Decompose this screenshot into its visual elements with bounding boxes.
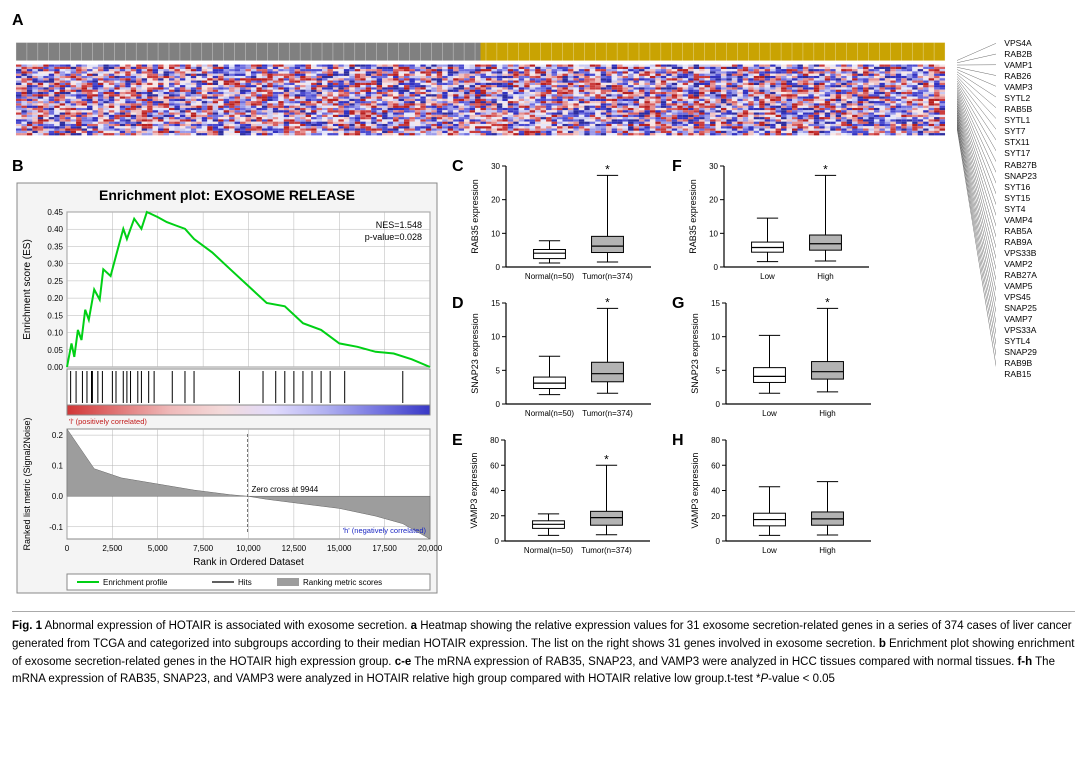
panel-f-label: F (672, 158, 682, 176)
gsea-plot: Enrichment plot: EXOSOME RELEASE0.000.05… (12, 178, 442, 598)
panel-e-label: E (452, 432, 463, 450)
gene-vamp3: VAMP3 (1004, 82, 1075, 93)
caption-b-label: b (879, 638, 886, 650)
gene-syt7: SYT7 (1004, 126, 1075, 137)
gene-sytl1: SYTL1 (1004, 115, 1075, 126)
boxplot-h: 020406080VAMP3 expressionLowHigh (686, 432, 881, 567)
gene-vps4a: VPS4A (1004, 38, 1075, 49)
figure-caption: Fig. 1 Abnormal expression of HOTAIR is … (12, 611, 1075, 689)
caption-intro: Abnormal expression of HOTAIR is associa… (42, 620, 411, 632)
gene-rab2b: RAB2B (1004, 49, 1075, 60)
boxplot-e: 020406080VAMP3 expressionNormal(n=50)Tum… (465, 432, 660, 567)
panel-c-label: C (452, 158, 464, 176)
boxplot-d: 051015SNAP23 expressionNormal(n=50)Tumor… (466, 295, 661, 430)
panel-b-label: B (12, 158, 442, 176)
boxplot-g: 051015SNAP23 expressionLowHigh* (686, 295, 881, 430)
gene-rab26: RAB26 (1004, 71, 1075, 82)
figure-1: A VPS4ARAB2BVAMP1RAB26VAMP3SYTL2RAB5BSYT… (12, 12, 1075, 689)
gene-sytl2: SYTL2 (1004, 93, 1075, 104)
gene-vamp1: VAMP1 (1004, 60, 1075, 71)
caption-label: Fig. 1 (12, 620, 42, 632)
boxplot-f: 0102030RAB35 expressionLowHigh* (684, 158, 879, 293)
panel-g-label: G (672, 295, 684, 313)
gene-stx11: STX11 (1004, 137, 1075, 148)
caption-ce-label: c-e (395, 656, 412, 668)
gene-rab5b: RAB5B (1004, 104, 1075, 115)
boxplot-c: 0102030RAB35 expressionNormal(n=50)Tumor… (466, 158, 661, 293)
panel-a-label: A (12, 12, 1075, 30)
heatmap (12, 38, 949, 146)
panel-h-label: H (672, 432, 684, 450)
panel-d-label: D (452, 295, 464, 313)
caption-ce: The mRNA expression of RAB35, SNAP23, an… (411, 656, 1017, 668)
caption-p: P (760, 673, 768, 685)
caption-fh-label: f-h (1017, 656, 1032, 668)
caption-ptext: -value < 0.05 (768, 673, 835, 685)
